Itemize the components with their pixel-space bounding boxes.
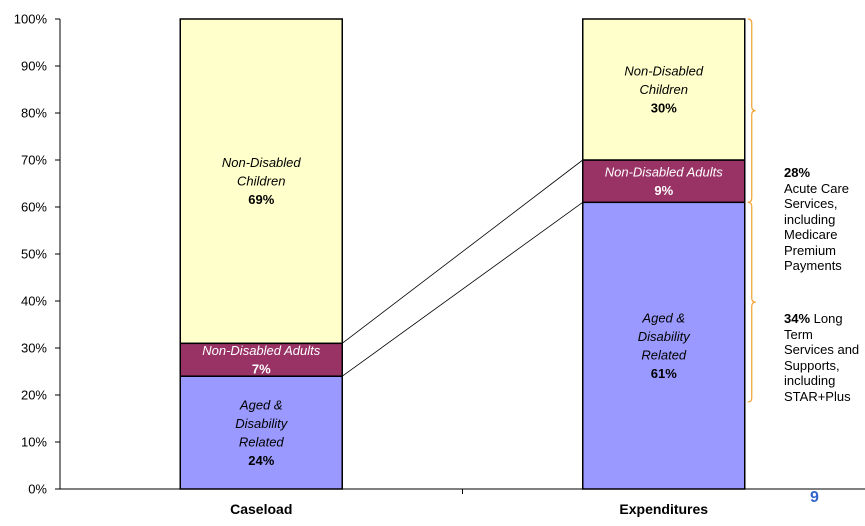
segment-name-label: Related [641,347,687,362]
bar-segment [582,18,746,161]
annotation-long-term-percent: 34% [784,311,811,326]
y-tick-label: 80% [21,106,47,121]
bar-segment [179,18,343,345]
y-tick-label: 0% [28,482,47,497]
bar-segment [582,159,746,204]
y-tick-label: 10% [21,435,47,450]
segment-percent-label: 9% [654,183,673,198]
segment-name-label: Aged & [239,397,283,412]
y-tick-label: 40% [21,294,47,309]
y-tick-label: 100% [14,12,48,27]
y-tick-label: 70% [21,153,47,168]
bar-segment [582,201,746,490]
annotation-long-term: 34% Long Term Services and Supports, inc… [784,311,864,404]
segment-percent-label: 30% [651,101,677,116]
segment-name-label: Non-Disabled Adults [605,164,724,179]
segment-name-label: Children [640,82,688,97]
x-category-label: Expenditures [619,501,708,517]
segment-name-label: Related [239,434,285,449]
x-category-label: Caseload [230,501,292,517]
annotation-acute-care-text: Acute Care Services, including Medicare … [784,180,850,274]
y-tick-label: 60% [21,200,47,215]
connector-line [342,201,583,377]
segment-name-label: Non-Disabled [222,155,302,170]
bar-segment [179,342,343,377]
page-number: 9 [810,489,819,506]
bars-layer [179,18,746,490]
segment-name-label: Non-Disabled Adults [202,343,321,358]
annotation-acute-care-percent: 28% [784,165,811,180]
segment-name-label: Disability [638,329,692,344]
segment-name-label: Disability [235,416,289,431]
segment-name-label: Non-Disabled [624,64,704,79]
segment-name-label: Children [237,174,285,189]
segment-percent-label: 61% [651,366,677,381]
segment-percent-label: 69% [248,192,274,207]
axes-layer: 0% 10% 20% 30% 40% 50% 60% 70% 80% 90% 100% Caseloa… [14,12,865,517]
annotation-long-term-text: Long Term Services and Supports, includi… [784,311,860,404]
y-tick-label: 20% [21,388,47,403]
y-tick-label: 50% [21,247,47,262]
segment-percent-label: 7% [252,362,271,377]
annotation-acute-care: 28% Acute Care Services, including Medic… [784,165,864,274]
annotation-bracket [747,201,756,403]
segment-percent-label: 24% [248,453,274,468]
annotation-bracket [747,18,756,203]
segment-name-label: Aged & [641,310,685,325]
y-tick-label: 30% [21,341,47,356]
labels-layer: Aged & Disability Related 24% Non-Disabled A… [202,18,756,468]
connector-line [342,159,583,344]
bar-segment [179,375,343,490]
y-tick-label: 90% [21,59,47,74]
